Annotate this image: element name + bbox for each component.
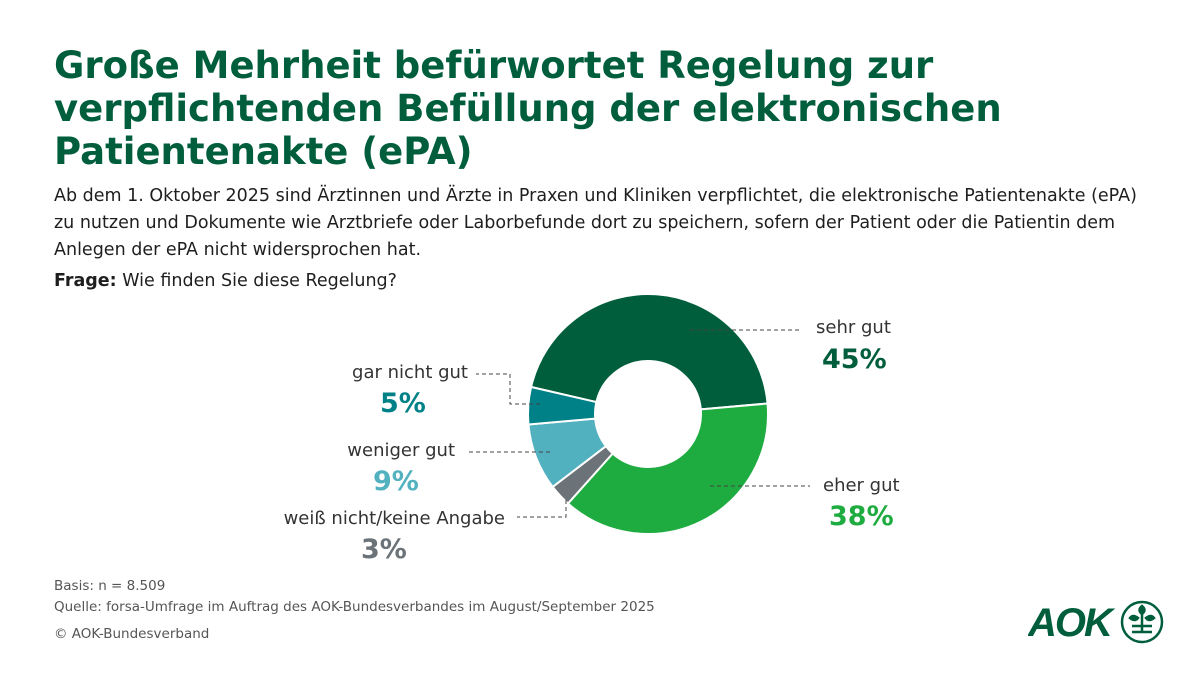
page-title: Große Mehrheit befürwortet Regelung zur … — [54, 44, 1002, 173]
value-weiss-nicht: 3% — [361, 534, 407, 565]
value-weniger-gut: 9% — [373, 466, 419, 497]
subtitle: Ab dem 1. Oktober 2025 sind Ärztinnen un… — [54, 186, 1137, 260]
slice-eher-gut — [566, 402, 769, 535]
value-eher-gut: 38% — [829, 501, 894, 532]
value-gar-nicht-gut: 5% — [380, 388, 426, 419]
leader-line-gar-nicht-gut — [476, 373, 540, 405]
copyright: © AOK-Bundesverband — [54, 626, 210, 642]
slice-gar-nicht-gut — [527, 385, 598, 426]
slice-sehr-gut — [529, 293, 769, 411]
value-sehr-gut: 45% — [822, 344, 887, 375]
leader-line-weiss-nicht — [517, 500, 567, 518]
source-note: Quelle: forsa-Umfrage im Auftrag des AOK… — [54, 599, 655, 615]
question-text: Wie finden Sie diese Regelung? — [122, 271, 397, 291]
question-label: Frage: — [54, 271, 117, 291]
basis-note: Basis: n = 8.509 — [54, 578, 166, 594]
label-eher-gut: eher gut — [823, 475, 900, 496]
label-gar-nicht-gut: gar nicht gut — [352, 362, 468, 383]
svg-text:AOK: AOK — [1028, 601, 1116, 645]
label-weiss-nicht: weiß nicht/keine Angabe — [284, 508, 505, 529]
question: Frage: Wie finden Sie diese Regelung? — [54, 271, 397, 291]
tree-icon — [1120, 600, 1164, 644]
aok-logo: AOK — [1028, 600, 1164, 645]
footer: Basis: n = 8.509 Quelle: forsa-Umfrage i… — [54, 576, 655, 618]
label-weniger-gut: weniger gut — [347, 440, 455, 461]
label-sehr-gut: sehr gut — [816, 317, 891, 338]
